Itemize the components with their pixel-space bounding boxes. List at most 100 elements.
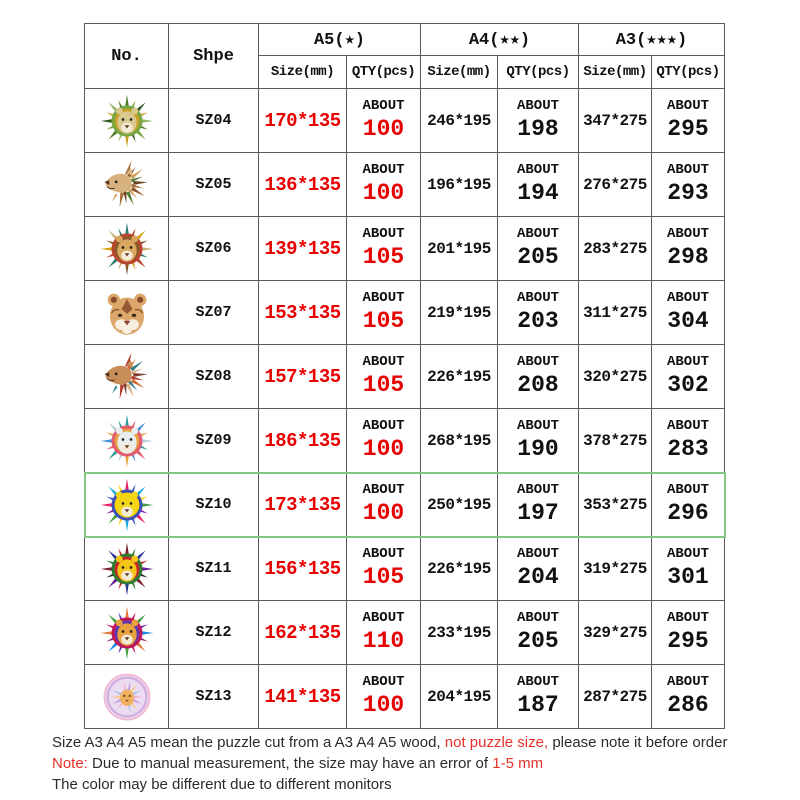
a5-size-cell: 141*135 (258, 664, 347, 729)
footnote-segment: please note it before order (548, 734, 728, 751)
a3-qty-cell: ABOUT 304 (651, 280, 725, 345)
about-label: ABOUT (516, 610, 559, 627)
table-row: SZ10 173*135 ABOUT 100 250*195 ABOUT 197… (83, 471, 726, 538)
a3-size-cell: 329*275 (578, 600, 652, 665)
group-header-a3: A3(★★★) (578, 23, 725, 56)
lion-shape-image (86, 538, 167, 599)
about-label: ABOUT (516, 482, 559, 499)
a4-qty-value: 205 (517, 243, 559, 270)
size-spec-table: No. Shpe A5(★) A4(★★) A3(★★★) Size(mm) Q… (83, 23, 726, 729)
about-label: ABOUT (666, 674, 709, 691)
about-label: ABOUT (666, 354, 709, 371)
shape-image-cell (84, 536, 169, 601)
shape-image-cell (84, 280, 169, 345)
a4-size-cell: 219*195 (420, 280, 498, 345)
a3-qty-cell: ABOUT 301 (651, 536, 725, 601)
footnote-segment: Due to manual measurement, the size may … (87, 755, 493, 772)
lion-shape-image (86, 218, 167, 279)
footnote-segment: The color may be different due to differ… (52, 776, 392, 793)
shape-image-cell (84, 344, 169, 409)
about-label: ABOUT (362, 610, 405, 627)
table-row: SZ11 156*135 ABOUT 105 226*195 ABOUT 204… (84, 536, 725, 601)
model-code-cell: SZ09 (168, 408, 259, 473)
a4-qty-cell: ABOUT 205 (497, 600, 579, 665)
a5-size-cell: 156*135 (258, 536, 347, 601)
about-label: ABOUT (666, 290, 709, 307)
about-label: ABOUT (362, 226, 405, 243)
a3-qty-cell: ABOUT 295 (651, 600, 725, 665)
a4-size-cell: 196*195 (420, 152, 498, 217)
lion-shape-image (86, 90, 167, 151)
a5-size-cell: 136*135 (258, 152, 347, 217)
a4-qty-cell: ABOUT 204 (497, 536, 579, 601)
footnote-segment: Note: (52, 755, 88, 772)
group-header-a4: A4(★★) (420, 23, 579, 56)
model-code-cell: SZ13 (168, 664, 259, 729)
a3-qty-cell: ABOUT 295 (651, 88, 725, 153)
lion-shape-image (86, 602, 167, 663)
subheader-a3-qty: QTY(pcs) (651, 55, 725, 89)
footnote-segment: Size A3 A4 A5 mean the puzzle cut from a… (52, 734, 445, 751)
table-row: SZ08 157*135 ABOUT 105 226*195 ABOUT 208… (84, 344, 725, 409)
model-code-cell: SZ07 (168, 280, 259, 345)
a3-size-cell: 378*275 (578, 408, 652, 473)
a5-qty-cell: ABOUT 100 (346, 152, 421, 217)
a3-qty-value: 302 (667, 371, 709, 398)
a5-qty-value: 105 (362, 307, 405, 334)
about-label: ABOUT (516, 226, 559, 243)
a5-size-cell: 186*135 (258, 408, 347, 473)
a3-size-cell: 347*275 (578, 88, 652, 153)
about-label: ABOUT (516, 290, 559, 307)
model-code-cell: SZ11 (168, 536, 259, 601)
footnotes: Size A3 A4 A5 mean the puzzle cut from a… (52, 732, 782, 795)
about-label: ABOUT (362, 546, 405, 563)
a5-qty-value: 100 (362, 691, 405, 718)
model-code-cell: SZ08 (168, 344, 259, 409)
footnote-segment: 1-5 mm (492, 755, 544, 772)
a5-qty-value: 110 (362, 627, 405, 654)
a3-qty-value: 286 (667, 691, 709, 718)
table-row: SZ09 186*135 ABOUT 100 268*195 ABOUT 190… (84, 408, 725, 473)
table-row: SZ12 162*135 ABOUT 110 233*195 ABOUT 205… (84, 600, 725, 665)
a4-size-cell: 226*195 (420, 344, 498, 409)
about-label: ABOUT (516, 98, 559, 115)
a4-size-cell: 250*195 (420, 472, 498, 537)
about-label: ABOUT (362, 354, 405, 371)
a3-qty-value: 283 (667, 435, 709, 462)
a3-qty-value: 298 (667, 243, 709, 270)
lion-shape-image (86, 282, 167, 343)
about-label: ABOUT (516, 162, 559, 179)
a5-size-cell: 157*135 (258, 344, 347, 409)
about-label: ABOUT (516, 418, 559, 435)
about-label: ABOUT (666, 98, 709, 115)
table-row: SZ13 141*135 ABOUT 100 204*195 ABOUT 187… (84, 664, 725, 729)
a4-size-cell: 233*195 (420, 600, 498, 665)
a5-qty-cell: ABOUT 105 (346, 216, 421, 281)
model-code-cell: SZ06 (168, 216, 259, 281)
column-header-no: No. (84, 23, 169, 89)
about-label: ABOUT (362, 98, 405, 115)
lion-shape-image (86, 154, 167, 215)
a5-qty-cell: ABOUT 100 (346, 408, 421, 473)
a3-qty-cell: ABOUT 302 (651, 344, 725, 409)
about-label: ABOUT (362, 482, 405, 499)
about-label: ABOUT (666, 418, 709, 435)
a4-size-cell: 268*195 (420, 408, 498, 473)
a3-qty-cell: ABOUT 286 (651, 664, 725, 729)
a5-qty-cell: ABOUT 100 (346, 472, 421, 537)
a4-qty-value: 205 (517, 627, 559, 654)
a5-qty-cell: ABOUT 100 (346, 664, 421, 729)
shape-image-cell (84, 152, 169, 217)
a3-size-cell: 320*275 (578, 344, 652, 409)
a3-qty-value: 304 (667, 307, 709, 334)
lion-shape-image (86, 474, 167, 535)
subheader-a5-size: Size(mm) (258, 55, 347, 89)
a3-size-cell: 319*275 (578, 536, 652, 601)
a3-size-cell: 287*275 (578, 664, 652, 729)
column-header-shape: Shpe (168, 23, 259, 89)
a3-qty-cell: ABOUT 296 (651, 472, 725, 537)
a4-qty-value: 208 (517, 371, 559, 398)
a4-qty-value: 204 (517, 563, 559, 590)
a4-qty-cell: ABOUT 197 (497, 472, 579, 537)
model-code-cell: SZ04 (168, 88, 259, 153)
